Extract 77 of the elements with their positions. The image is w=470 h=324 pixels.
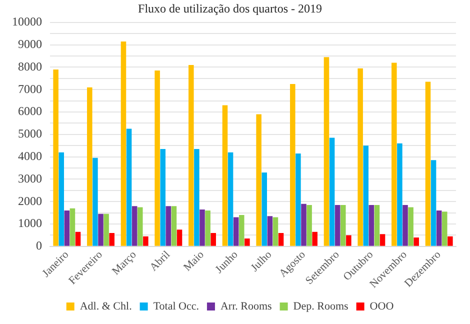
y-tick-label: 6000	[18, 104, 42, 118]
bar	[278, 232, 284, 246]
bar	[109, 232, 114, 246]
bar	[244, 238, 250, 246]
y-tick-label: 4000	[18, 148, 42, 163]
bar	[324, 57, 330, 246]
legend-label: Total Occ.	[153, 300, 200, 312]
bar	[267, 216, 273, 246]
bar	[166, 206, 172, 246]
legend-label: OOO	[370, 300, 394, 312]
bar	[228, 152, 234, 246]
bar	[176, 230, 182, 246]
bar	[397, 143, 402, 246]
legend-label: Adl. & Chl.	[80, 300, 132, 312]
bar	[64, 210, 70, 246]
bar	[442, 212, 448, 246]
y-tick-label: 3000	[18, 171, 42, 186]
bar	[408, 207, 414, 246]
bar	[126, 128, 132, 246]
bar	[98, 214, 104, 246]
bar	[363, 146, 369, 246]
bar	[340, 204, 346, 246]
bar	[306, 204, 312, 246]
bar	[210, 232, 216, 246]
bar	[233, 217, 239, 246]
bar	[414, 237, 419, 246]
bar	[290, 84, 296, 246]
y-tick-label: 9000	[18, 36, 42, 51]
y-tick-label: 5000	[18, 126, 42, 141]
legend-label: Dep. Rooms	[293, 300, 348, 312]
bar	[87, 87, 92, 246]
bar	[272, 217, 278, 246]
bar	[194, 148, 200, 246]
bar	[200, 209, 205, 246]
bar	[75, 232, 81, 246]
bar	[380, 234, 386, 246]
bar	[58, 152, 64, 246]
bar	[448, 236, 453, 246]
legend-label: Arr. Rooms	[220, 300, 272, 312]
bar	[358, 68, 363, 246]
bar	[402, 204, 408, 246]
bar	[143, 236, 148, 246]
bar	[53, 69, 58, 246]
bar	[92, 158, 98, 246]
y-tick-label: 1000	[18, 216, 42, 230]
y-tick-label: 8000	[18, 59, 42, 74]
bar	[188, 64, 194, 246]
bar	[430, 160, 436, 246]
chart-title: Fluxo de utilização dos quartos - 2019	[138, 1, 322, 16]
bar	[171, 206, 177, 246]
bar	[374, 204, 380, 246]
bar	[256, 114, 262, 246]
bar	[262, 172, 268, 246]
bar	[238, 215, 244, 246]
bar	[329, 138, 335, 246]
y-tick-label: 0	[36, 238, 42, 253]
bar	[346, 235, 352, 246]
y-tick-label: 10000	[12, 14, 42, 29]
bar	[296, 153, 301, 246]
bar	[154, 70, 160, 246]
bar	[205, 210, 210, 246]
bar	[222, 105, 228, 246]
y-tick-label: 7000	[18, 82, 42, 96]
bar	[104, 214, 109, 246]
bar	[368, 204, 374, 246]
y-tick-label: 2000	[18, 194, 42, 208]
bar	[137, 207, 143, 246]
bar	[132, 206, 138, 246]
bar	[425, 82, 431, 246]
bar	[160, 148, 166, 246]
bar	[436, 210, 442, 246]
bar	[120, 41, 126, 246]
bar	[301, 204, 306, 246]
bar	[392, 62, 397, 246]
bar	[334, 204, 340, 246]
bar	[70, 208, 76, 246]
bar	[312, 232, 318, 246]
